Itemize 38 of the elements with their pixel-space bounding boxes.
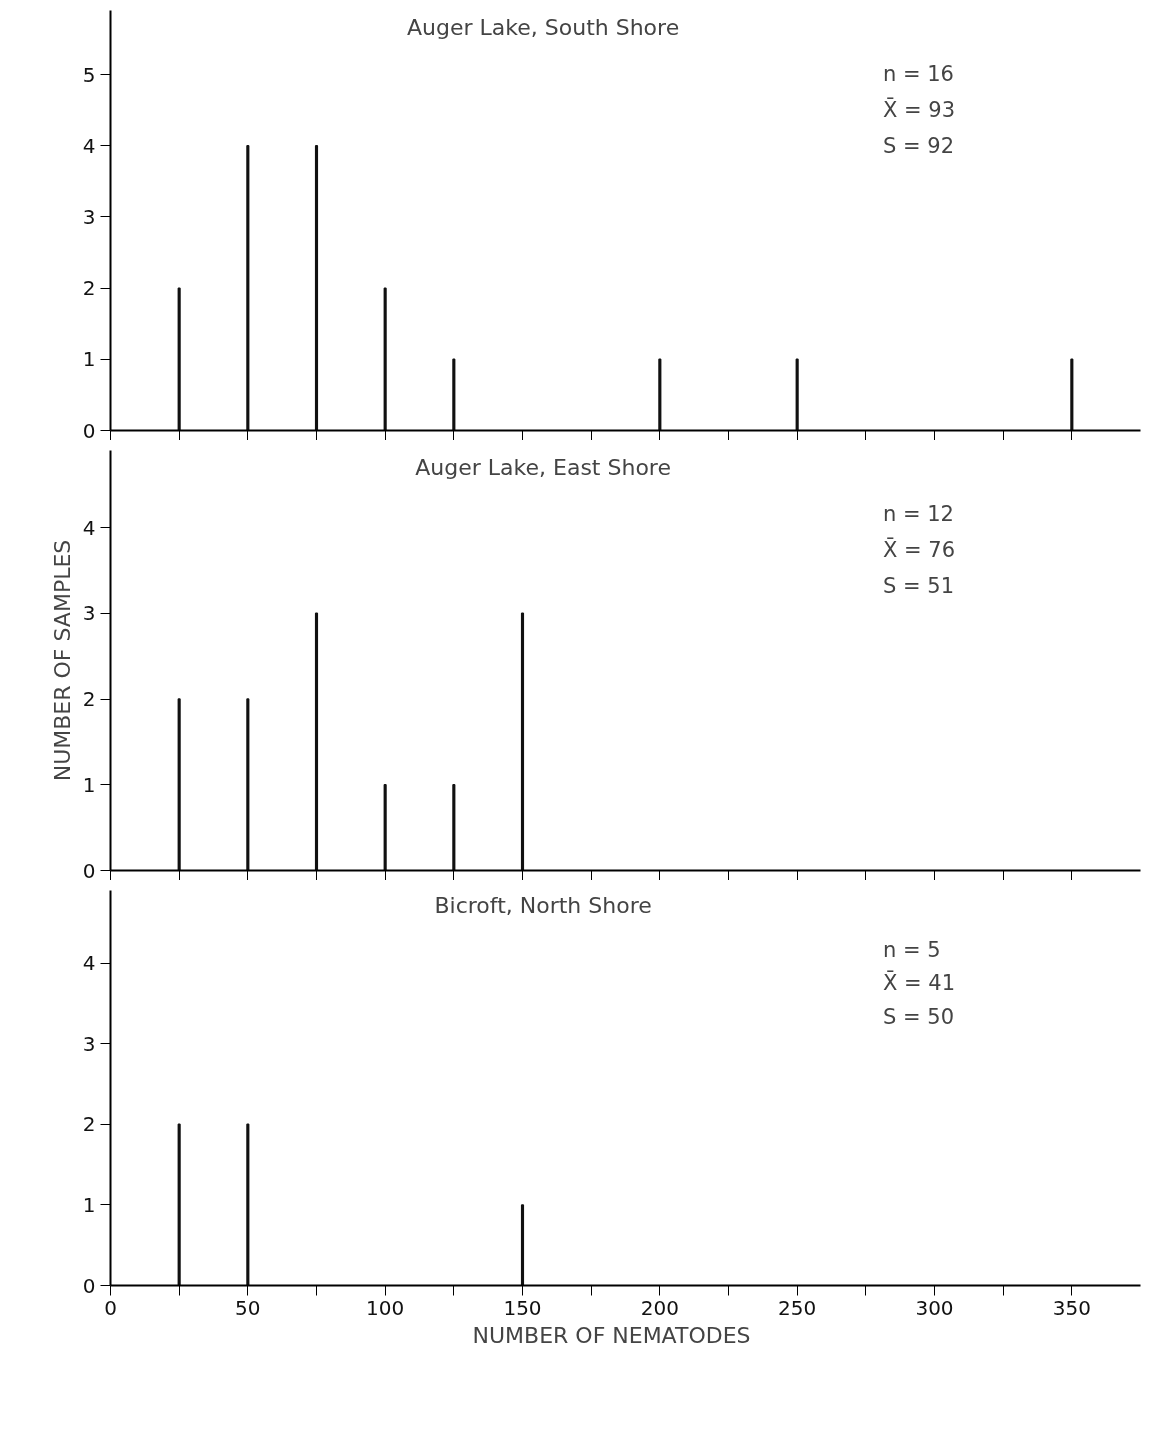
y-tick-label: 3 bbox=[82, 204, 96, 229]
y-tick-label: 4 bbox=[82, 133, 96, 158]
x-axis-title: NUMBER OF NEMATODES bbox=[472, 1322, 751, 1348]
y-tick-label: 2 bbox=[82, 1112, 96, 1137]
x-tick-label: 250 bbox=[778, 1295, 817, 1320]
y-tick-label: 5 bbox=[82, 62, 96, 87]
annotation: X̄ = 76 bbox=[883, 536, 956, 562]
annotation: X̄ = 93 bbox=[883, 96, 956, 122]
y-tick-label: 2 bbox=[82, 276, 96, 301]
x-tick-label: 300 bbox=[915, 1295, 954, 1320]
y-tick-label: 1 bbox=[82, 1192, 96, 1217]
y-tick-label: 1 bbox=[82, 772, 96, 797]
y-tick-label: 0 bbox=[82, 418, 96, 443]
chart-title: Auger Lake, East Shore bbox=[415, 454, 671, 480]
annotation: S = 50 bbox=[883, 1004, 954, 1029]
annotation: S = 92 bbox=[883, 133, 954, 158]
x-tick-label: 100 bbox=[366, 1295, 405, 1320]
annotation: n = 16 bbox=[883, 62, 954, 87]
x-tick-label: 0 bbox=[104, 1295, 117, 1320]
x-tick-label: 350 bbox=[1052, 1295, 1091, 1320]
annotation: S = 51 bbox=[883, 573, 954, 598]
y-tick-label: 0 bbox=[82, 1273, 96, 1298]
y-tick-label: 3 bbox=[82, 601, 96, 626]
annotation: n = 5 bbox=[883, 937, 941, 962]
y-tick-label: 3 bbox=[82, 1031, 96, 1056]
y-tick-label: 1 bbox=[82, 347, 96, 372]
y-tick-label: 2 bbox=[82, 687, 96, 712]
x-tick-label: 150 bbox=[503, 1295, 542, 1320]
y-tick-label: 4 bbox=[82, 515, 96, 540]
x-tick-label: 200 bbox=[640, 1295, 679, 1320]
chart-title: Bicroft, North Shore bbox=[434, 893, 652, 919]
annotation: X̄ = 41 bbox=[883, 970, 956, 996]
x-tick-label: 50 bbox=[235, 1295, 261, 1320]
y-tick-label: 4 bbox=[82, 951, 96, 976]
y-axis-title: NUMBER OF SAMPLES bbox=[49, 539, 75, 782]
chart-title: Auger Lake, South Shore bbox=[407, 14, 680, 40]
y-tick-label: 0 bbox=[82, 858, 96, 883]
annotation: n = 12 bbox=[883, 502, 954, 527]
